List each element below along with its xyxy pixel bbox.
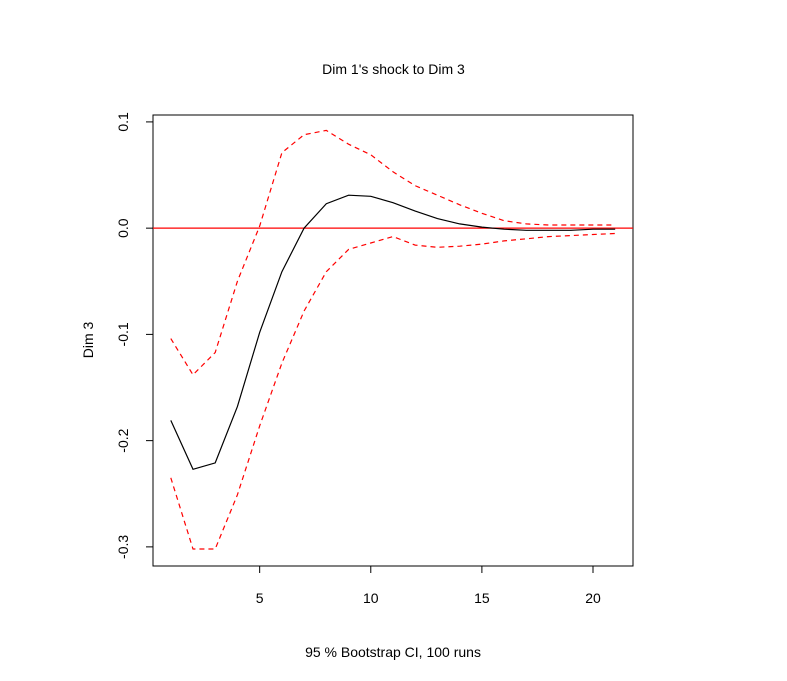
x-tick-label: 5 xyxy=(256,590,264,606)
chart-title: Dim 1's shock to Dim 3 xyxy=(322,61,465,77)
series-line-upper-ci xyxy=(171,130,615,374)
y-tick-label: 0.0 xyxy=(115,218,131,238)
x-axis: 5 10 15 20 xyxy=(256,566,601,606)
y-tick-label: -0.3 xyxy=(115,535,131,559)
y-axis-label: Dim 3 xyxy=(80,322,96,359)
x-tick-label: 10 xyxy=(363,590,379,606)
series-group xyxy=(171,130,615,549)
x-tick-label: 15 xyxy=(474,590,490,606)
x-tick-label: 20 xyxy=(585,590,601,606)
y-tick-label: -0.2 xyxy=(115,428,131,452)
y-tick-label: 0.1 xyxy=(115,112,131,132)
x-axis-label: 95 % Bootstrap CI, 100 runs xyxy=(305,644,481,660)
y-axis: -0.3 -0.2 -0.1 0.0 0.1 xyxy=(115,112,153,559)
y-tick-label: -0.1 xyxy=(115,322,131,346)
plot-frame xyxy=(153,115,633,566)
